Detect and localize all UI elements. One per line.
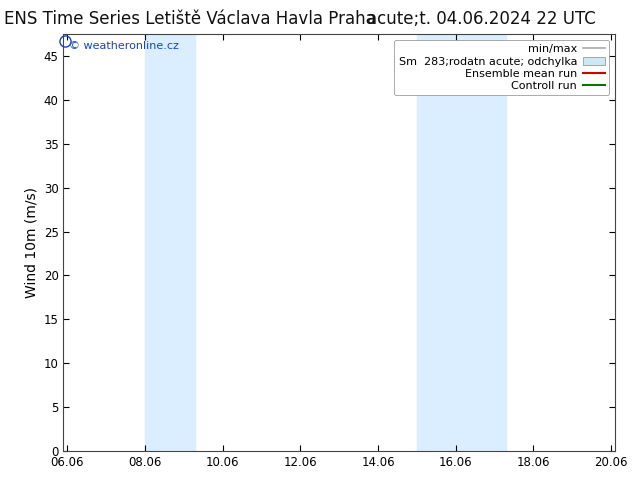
Text: ENS Time Series Letiště Václava Havla Praha: ENS Time Series Letiště Václava Havla Pr… <box>4 10 376 28</box>
Bar <box>145 34 195 451</box>
Text: acute;t. 04.06.2024 22 UTC: acute;t. 04.06.2024 22 UTC <box>368 10 596 28</box>
Y-axis label: Wind 10m (m/s): Wind 10m (m/s) <box>24 187 38 298</box>
Text: © weatheronline.cz: © weatheronline.cz <box>69 41 179 50</box>
Legend: min/max, Sm  283;rodatn acute; odchylka, Ensemble mean run, Controll run: min/max, Sm 283;rodatn acute; odchylka, … <box>394 40 609 96</box>
Bar <box>417 34 506 451</box>
